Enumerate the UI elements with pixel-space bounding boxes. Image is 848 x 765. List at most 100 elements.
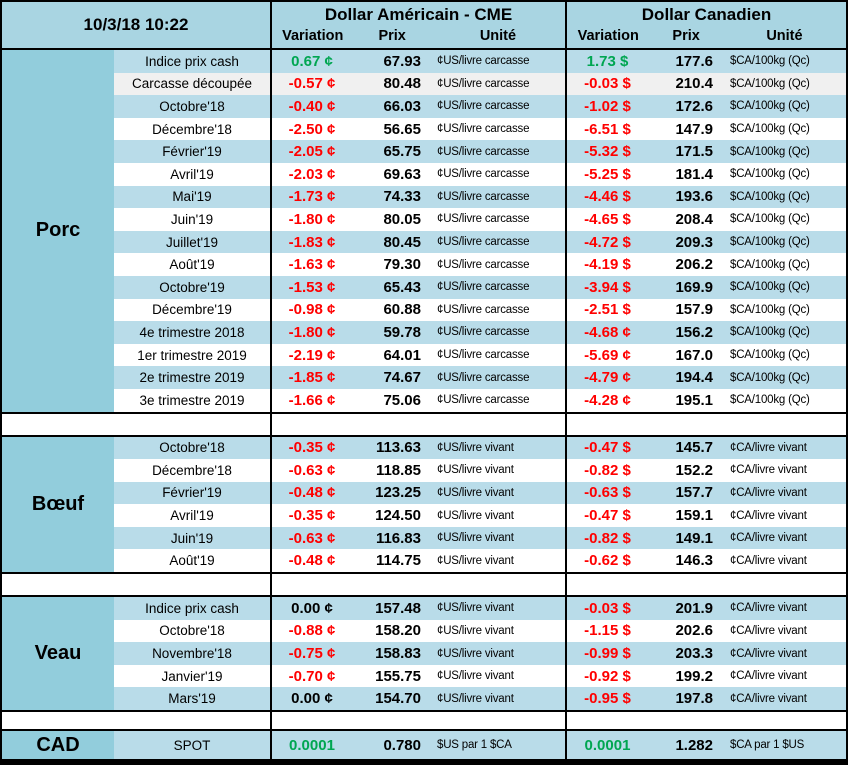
us-price-cell[interactable]: 69.63: [383, 165, 421, 183]
ca-unit-cell[interactable]: ¢CA/livre vivant: [730, 647, 807, 660]
us-price-cell[interactable]: 74.33: [383, 188, 421, 206]
row-label[interactable]: Indice prix cash: [145, 53, 239, 69]
ca-variation-cell[interactable]: -0.47 $: [565, 504, 648, 527]
section-label-veau[interactable]: Veau: [2, 597, 114, 711]
ca-price-cell[interactable]: 206.2: [675, 256, 713, 274]
ca-unit-cell[interactable]: $CA/100kg (Qc): [730, 213, 810, 226]
ca-variation-cell[interactable]: -0.03 $: [565, 72, 648, 96]
us-variation-cell[interactable]: -0.88 ¢: [270, 619, 352, 643]
us-price-cell[interactable]: 157.48: [375, 599, 421, 617]
ca-price-cell[interactable]: 181.4: [675, 165, 713, 183]
row-label[interactable]: Avril'19: [170, 508, 214, 524]
ca-variation-cell[interactable]: 0.0001: [565, 731, 648, 759]
ca-variation-cell[interactable]: -5.25 $: [565, 162, 648, 186]
ca-price-cell[interactable]: 171.5: [675, 143, 713, 161]
us-price-cell[interactable]: 64.01: [383, 346, 421, 364]
ca-unit-cell[interactable]: ¢CA/livre vivant: [730, 670, 807, 683]
us-variation-header[interactable]: Variation: [282, 28, 344, 44]
row-label[interactable]: Novembre'18: [152, 646, 232, 662]
ca-unit-cell[interactable]: ¢CA/livre vivant: [730, 486, 807, 499]
row-label[interactable]: Avril'19: [170, 166, 214, 182]
ca-variation-cell[interactable]: -4.65 $: [565, 208, 648, 231]
ca-price-cell[interactable]: 149.1: [675, 529, 713, 547]
ca-price-cell[interactable]: 203.3: [675, 645, 713, 663]
ca-price-cell[interactable]: 201.9: [675, 599, 713, 617]
ca-price-cell[interactable]: 159.1: [675, 507, 713, 525]
us-unit-cell[interactable]: ¢US/livre carcasse: [437, 258, 530, 271]
ca-price-cell[interactable]: 167.0: [675, 346, 713, 364]
ca-variation-cell[interactable]: -0.95 $: [565, 687, 648, 711]
us-unit-cell[interactable]: ¢US/livre carcasse: [437, 281, 530, 294]
us-unit-cell[interactable]: ¢US/livre vivant: [437, 464, 514, 477]
us-price-cell[interactable]: 118.85: [375, 461, 421, 479]
row-label[interactable]: Juin'19: [170, 530, 214, 546]
ca-price-cell[interactable]: 195.1: [675, 391, 713, 409]
us-unit-cell[interactable]: ¢US/livre carcasse: [437, 236, 530, 249]
us-variation-cell[interactable]: 0.0001: [270, 731, 352, 759]
ca-unit-cell[interactable]: $CA/100kg (Qc): [730, 281, 810, 294]
ca-price-cell[interactable]: 147.9: [675, 120, 713, 138]
us-unit-cell[interactable]: ¢US/livre carcasse: [437, 77, 530, 90]
us-variation-cell[interactable]: -0.70 ¢: [270, 664, 352, 688]
us-price-cell[interactable]: 154.70: [375, 690, 421, 708]
row-label[interactable]: Décembre'18: [152, 462, 232, 478]
ca-variation-cell[interactable]: -5.32 $: [565, 140, 648, 163]
section-label-cad[interactable]: CAD: [2, 731, 114, 759]
us-unit-cell[interactable]: ¢US/livre carcasse: [437, 190, 530, 203]
row-label[interactable]: Février'19: [162, 485, 222, 501]
us-unit-cell[interactable]: ¢US/livre carcasse: [437, 371, 530, 384]
us-unit-cell[interactable]: ¢US/livre carcasse: [437, 394, 530, 407]
us-price-cell[interactable]: 114.75: [375, 552, 421, 570]
ca-price-cell[interactable]: 145.7: [675, 439, 713, 457]
us-unit-cell[interactable]: ¢US/livre carcasse: [437, 55, 530, 68]
us-unit-cell[interactable]: ¢US/livre carcasse: [437, 213, 530, 226]
ca-unit-cell[interactable]: $CA/100kg (Qc): [730, 77, 810, 90]
row-label[interactable]: Carcasse découpée: [131, 76, 253, 92]
ca-unit-cell[interactable]: ¢CA/livre vivant: [730, 624, 807, 637]
ca-price-cell[interactable]: 210.4: [675, 75, 713, 93]
ca-unit-cell[interactable]: $CA/100kg (Qc): [730, 123, 810, 136]
ca-variation-cell[interactable]: -0.82 $: [565, 526, 648, 550]
ca-price-cell[interactable]: 199.2: [675, 667, 713, 685]
row-label[interactable]: 1er trimestre 2019: [137, 347, 247, 363]
ca-unit-cell[interactable]: $CA/100kg (Qc): [730, 394, 810, 407]
ca-unit-cell[interactable]: ¢CA/livre vivant: [730, 692, 807, 705]
ca-price-cell[interactable]: 197.8: [675, 690, 713, 708]
ca-unit-cell[interactable]: $CA/100kg (Qc): [730, 326, 810, 339]
us-unit-cell[interactable]: ¢US/livre vivant: [437, 486, 514, 499]
us-unit-cell[interactable]: ¢US/livre vivant: [437, 554, 514, 567]
ca-price-cell[interactable]: 1.282: [675, 736, 713, 754]
us-price-cell[interactable]: 113.63: [375, 439, 421, 457]
ca-variation-cell[interactable]: -4.28 ¢: [565, 388, 648, 412]
us-variation-cell[interactable]: -2.19 ¢: [270, 343, 352, 367]
ca-variation-cell[interactable]: -2.51 $: [565, 298, 648, 322]
ca-unit-cell[interactable]: ¢CA/livre vivant: [730, 509, 807, 522]
row-label[interactable]: Juillet'19: [165, 234, 219, 250]
us-unit-cell[interactable]: ¢US/livre vivant: [437, 532, 514, 545]
us-unit-cell[interactable]: ¢US/livre carcasse: [437, 326, 530, 339]
us-unite-header[interactable]: Unité: [479, 28, 517, 44]
row-label[interactable]: Décembre'18: [152, 121, 232, 137]
row-label[interactable]: Octobre'18: [159, 440, 225, 456]
ca-unit-cell[interactable]: $CA/100kg (Qc): [730, 100, 810, 113]
us-variation-cell[interactable]: -1.83 ¢: [270, 230, 352, 254]
ca-unit-cell[interactable]: $CA/100kg (Qc): [730, 236, 810, 249]
us-unit-cell[interactable]: ¢US/livre vivant: [437, 441, 514, 454]
ca-unit-cell[interactable]: $CA/100kg (Qc): [730, 55, 810, 68]
ca-variation-cell[interactable]: -1.15 $: [565, 619, 648, 643]
row-label[interactable]: Mars'19: [168, 691, 216, 707]
ca-variation-cell[interactable]: -0.82 $: [565, 459, 648, 482]
us-variation-cell[interactable]: 0.00 ¢: [270, 687, 352, 711]
us-price-cell[interactable]: 56.65: [383, 120, 421, 138]
us-dollar-title[interactable]: Dollar Américain - CME: [324, 5, 513, 24]
ca-unit-cell[interactable]: ¢CA/livre vivant: [730, 602, 807, 615]
row-label[interactable]: Octobre'19: [159, 279, 225, 295]
us-variation-cell[interactable]: -1.80 ¢: [270, 321, 352, 344]
row-label[interactable]: Juin'19: [170, 211, 214, 227]
row-label[interactable]: Août'19: [169, 553, 215, 569]
us-variation-cell[interactable]: -1.80 ¢: [270, 208, 352, 231]
us-variation-cell[interactable]: -2.50 ¢: [270, 117, 352, 141]
ca-price-cell[interactable]: 202.6: [675, 622, 713, 640]
ca-variation-cell[interactable]: -4.79 ¢: [565, 366, 648, 389]
ca-variation-cell[interactable]: -0.99 $: [565, 642, 648, 665]
